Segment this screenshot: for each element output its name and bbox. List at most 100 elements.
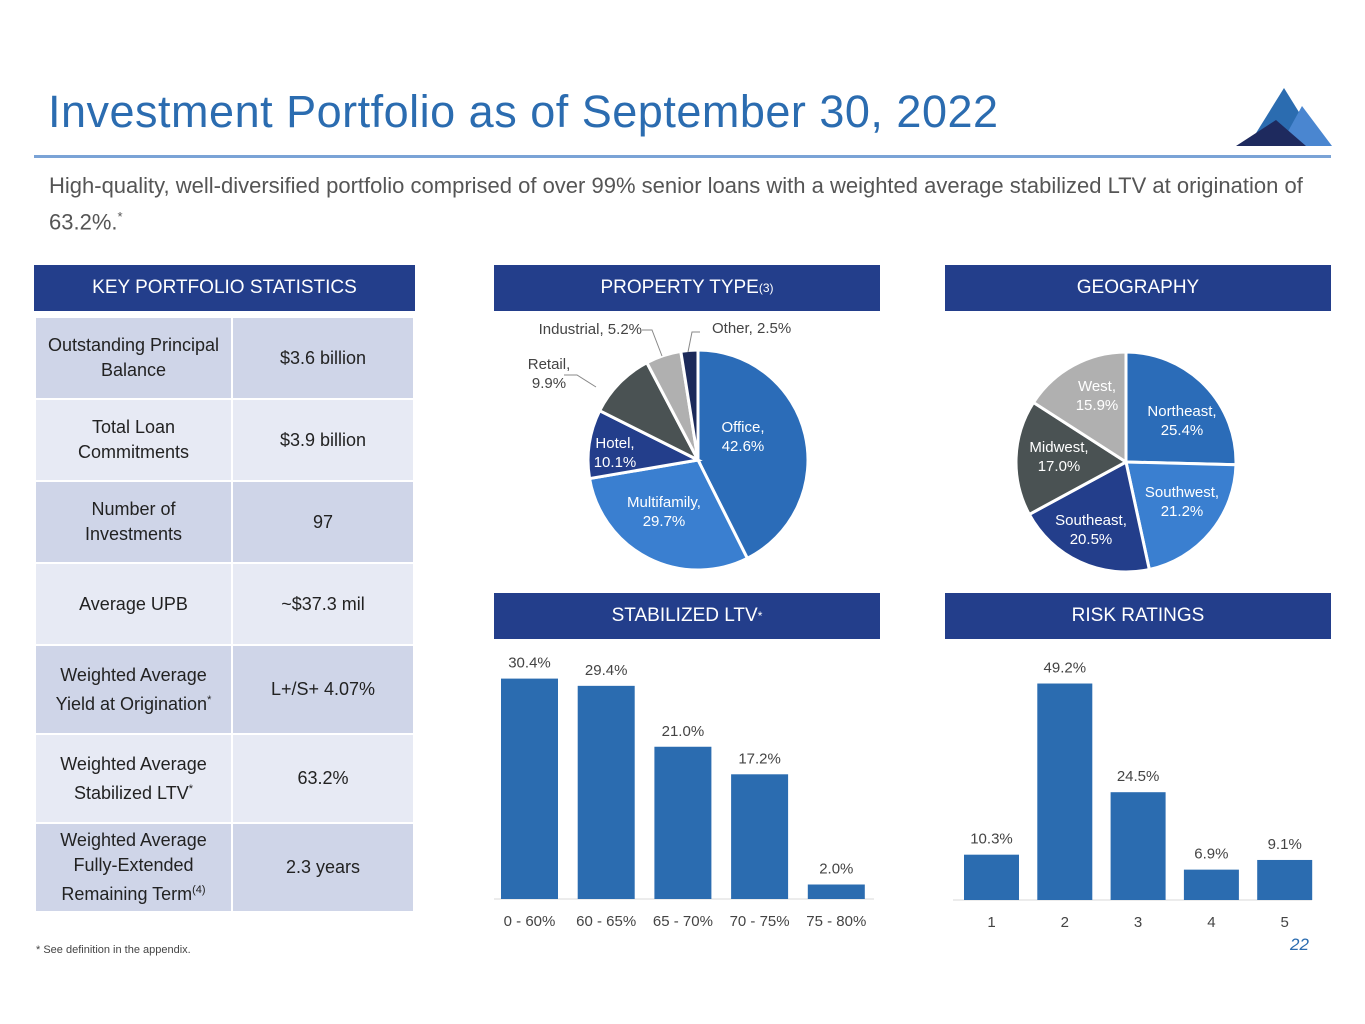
stat-value: L+/S+ 4.07% <box>231 644 415 735</box>
title-rule <box>34 155 1331 158</box>
svg-text:Southeast,: Southeast, <box>1055 512 1127 529</box>
svg-text:Midwest,: Midwest, <box>1029 439 1088 456</box>
stat-row: Weighted Average Yield at Origination* L… <box>34 644 415 735</box>
svg-text:Retail,: Retail, <box>528 356 571 373</box>
pie-slice-label: Midwest, 17.0% <box>1029 439 1088 475</box>
svg-text:Northeast,: Northeast, <box>1147 403 1216 420</box>
risk-ratings-bar-chart: 10.3% 1 49.2% 2 24.5% 3 6.9% 4 9.1% 5 <box>953 660 1313 931</box>
pie-slice-label: Southwest, 21.2% <box>1145 484 1219 520</box>
x-tick-label: 4 <box>1207 914 1215 931</box>
x-tick-label: 3 <box>1134 914 1142 931</box>
stat-value: 97 <box>231 480 415 564</box>
leader-line <box>642 329 663 357</box>
bar <box>1183 869 1239 900</box>
stat-row: Total Loan Commitments $3.9 billion <box>34 398 415 482</box>
pie-slice-label: West, 15.9% <box>1076 378 1119 414</box>
svg-text:Southwest,: Southwest, <box>1145 484 1219 501</box>
bar <box>1110 792 1166 900</box>
pie-slice-label: Multifamily, 29.7% <box>627 494 701 530</box>
bar <box>501 678 558 899</box>
svg-text:9.9%: 9.9% <box>532 375 566 392</box>
bar-data-label: 6.9% <box>1194 846 1228 863</box>
bar-data-label: 24.5% <box>1117 768 1160 785</box>
pie-slice-label: Other, 2.5% <box>712 320 791 337</box>
bar <box>964 854 1019 900</box>
bar-data-label: 30.4% <box>508 655 551 672</box>
ltv-header: STABILIZED LTV * <box>494 593 880 639</box>
svg-text:Other, 2.5%: Other, 2.5% <box>712 320 791 337</box>
pie-slice-label: Southeast, 20.5% <box>1055 512 1127 548</box>
bar-data-label: 49.2% <box>1044 660 1087 677</box>
mountain-logo <box>1236 88 1332 146</box>
pie-slice <box>696 348 810 561</box>
bar-data-label: 9.1% <box>1268 836 1302 853</box>
pie-slice <box>1014 400 1129 517</box>
page-number: 22 <box>1290 935 1309 954</box>
property-type-header: PROPERTY TYPE (3) <box>494 265 880 311</box>
stat-label: Weighted Average Fully-Extended Remainin… <box>34 822 233 913</box>
bar <box>1037 683 1093 900</box>
stat-label: Weighted Average Yield at Origination* <box>34 644 233 735</box>
bar-data-label: 2.0% <box>819 861 853 878</box>
stat-value: 2.3 years <box>231 822 415 913</box>
risk-header: RISK RATINGS <box>945 593 1331 639</box>
subtitle: High-quality, well-diversified portfolio… <box>49 173 1303 235</box>
geography-header: GEOGRAPHY <box>945 265 1331 311</box>
stat-label: Average UPB <box>34 562 233 646</box>
x-tick-label: 5 <box>1281 914 1289 931</box>
bar <box>731 774 789 899</box>
pie-slice <box>1027 459 1152 574</box>
leader-line <box>687 331 700 353</box>
svg-text:Hotel,: Hotel, <box>595 435 634 452</box>
stat-label: Total Loan Commitments <box>34 398 233 482</box>
svg-text:10.1%: 10.1% <box>594 454 637 471</box>
pie-slice-label: Office, 42.6% <box>721 419 764 455</box>
bar-data-label: 29.4% <box>585 662 628 679</box>
x-tick-label: 0 - 60% <box>504 913 556 930</box>
svg-text:20.5%: 20.5% <box>1070 531 1113 548</box>
pie-slice <box>679 348 700 461</box>
footnote: * See definition in the appendix. <box>36 944 191 956</box>
stat-row: Average UPB ~$37.3 mil <box>34 562 415 646</box>
svg-text:West,: West, <box>1078 378 1116 395</box>
pie-slice <box>1124 460 1238 572</box>
pie-slice-label: Retail, 9.9% <box>528 356 571 392</box>
x-tick-label: 1 <box>987 914 995 931</box>
property-type-pie-chart: Office, 42.6% Multifamily, 29.7% Hotel, 10.1%… <box>528 320 810 572</box>
stabilized-ltv-bar-chart: 30.4% 0 - 60% 29.4% 60 - 65% 21.0% 65 - 70% 17… <box>494 655 874 930</box>
stat-value: 63.2% <box>231 733 415 824</box>
svg-text:Office,: Office, <box>721 419 764 436</box>
pie-slice <box>1031 350 1128 465</box>
stat-row: Outstanding Principal Balance $3.6 billi… <box>34 316 415 400</box>
x-tick-label: 65 - 70% <box>653 913 713 930</box>
x-tick-label: 2 <box>1061 914 1069 931</box>
bar <box>1257 859 1313 900</box>
pie-slice-label: Industrial, 5.2% <box>539 321 642 338</box>
svg-text:25.4%: 25.4% <box>1161 422 1204 439</box>
stat-label: Outstanding Principal Balance <box>34 316 233 400</box>
page-title: Investment Portfolio as of September 30,… <box>48 86 999 137</box>
key-stats-table: Outstanding Principal Balance $3.6 billi… <box>34 316 415 913</box>
stat-value: $3.6 billion <box>231 316 415 400</box>
bar <box>577 685 635 899</box>
pie-slice <box>587 458 750 572</box>
svg-text:15.9%: 15.9% <box>1076 397 1119 414</box>
x-tick-label: 70 - 75% <box>730 913 790 930</box>
stat-row: Weighted Average Stabilized LTV* 63.2% <box>34 733 415 824</box>
bar-data-label: 21.0% <box>662 723 705 740</box>
stat-row: Weighted Average Fully-Extended Remainin… <box>34 822 415 913</box>
svg-text:29.7%: 29.7% <box>643 513 686 530</box>
leader-line <box>564 374 597 388</box>
stats-header: KEY PORTFOLIO STATISTICS <box>34 265 415 311</box>
x-tick-label: 75 - 80% <box>806 913 866 930</box>
svg-text:Industrial, 5.2%: Industrial, 5.2% <box>539 321 642 338</box>
pie-slice-label: Northeast, 25.4% <box>1147 403 1216 439</box>
geography-pie-chart: Northeast, 25.4% Southwest, 21.2% Southeast,… <box>1014 350 1238 574</box>
bar <box>807 884 865 899</box>
svg-text:21.2%: 21.2% <box>1161 503 1204 520</box>
pie-slice-label: Hotel, 10.1% <box>594 435 637 471</box>
stat-value: $3.9 billion <box>231 398 415 482</box>
stat-label: Weighted Average Stabilized LTV* <box>34 733 233 824</box>
pie-slice <box>1124 350 1238 467</box>
bar-data-label: 17.2% <box>738 750 781 767</box>
